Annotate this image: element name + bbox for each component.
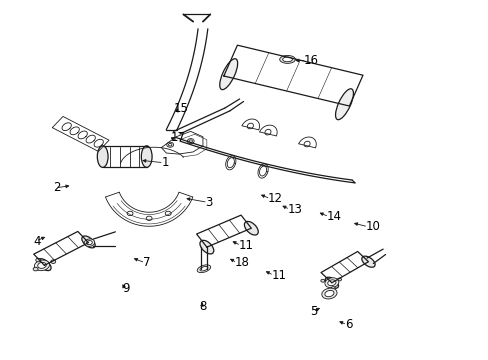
Text: 6: 6 <box>344 318 351 331</box>
Ellipse shape <box>361 256 374 267</box>
Ellipse shape <box>36 258 41 262</box>
Ellipse shape <box>197 265 210 273</box>
Ellipse shape <box>321 288 336 299</box>
Ellipse shape <box>165 211 171 216</box>
Ellipse shape <box>325 277 338 288</box>
Text: 5: 5 <box>310 305 317 318</box>
Text: 17: 17 <box>170 131 185 144</box>
Ellipse shape <box>168 143 172 146</box>
Ellipse shape <box>335 89 353 120</box>
Text: 11: 11 <box>271 269 286 282</box>
Ellipse shape <box>84 239 95 246</box>
Ellipse shape <box>38 259 51 271</box>
Ellipse shape <box>34 260 49 271</box>
Ellipse shape <box>279 55 295 63</box>
Text: 1: 1 <box>161 156 168 169</box>
Ellipse shape <box>33 267 38 271</box>
Ellipse shape <box>200 240 213 254</box>
Text: 7: 7 <box>142 256 150 269</box>
Text: 2: 2 <box>53 181 60 194</box>
Ellipse shape <box>51 260 56 264</box>
Ellipse shape <box>127 211 133 216</box>
Text: 14: 14 <box>326 210 341 223</box>
Ellipse shape <box>146 216 152 220</box>
Ellipse shape <box>247 123 253 129</box>
Ellipse shape <box>38 262 46 268</box>
Ellipse shape <box>81 236 95 248</box>
Text: 15: 15 <box>173 102 188 115</box>
Ellipse shape <box>219 59 237 90</box>
Text: 8: 8 <box>199 300 206 313</box>
Ellipse shape <box>264 129 270 135</box>
Ellipse shape <box>244 221 258 235</box>
Text: 16: 16 <box>304 54 319 67</box>
Ellipse shape <box>141 146 152 167</box>
Ellipse shape <box>304 141 309 147</box>
Ellipse shape <box>330 287 334 289</box>
Ellipse shape <box>188 140 192 142</box>
Text: 9: 9 <box>122 282 129 295</box>
Ellipse shape <box>86 240 92 245</box>
Ellipse shape <box>200 266 207 271</box>
Text: 12: 12 <box>267 192 283 205</box>
Ellipse shape <box>324 291 333 297</box>
Ellipse shape <box>282 57 292 62</box>
Ellipse shape <box>166 142 173 147</box>
Text: 11: 11 <box>238 239 253 252</box>
Text: 18: 18 <box>234 256 249 269</box>
Ellipse shape <box>337 278 341 281</box>
Text: 10: 10 <box>365 220 380 233</box>
Text: 4: 4 <box>33 235 41 248</box>
Text: 13: 13 <box>287 203 302 216</box>
Ellipse shape <box>320 279 324 282</box>
Ellipse shape <box>324 278 338 288</box>
Ellipse shape <box>187 139 194 144</box>
Ellipse shape <box>97 146 108 167</box>
Ellipse shape <box>327 280 335 286</box>
Text: 3: 3 <box>205 196 212 209</box>
